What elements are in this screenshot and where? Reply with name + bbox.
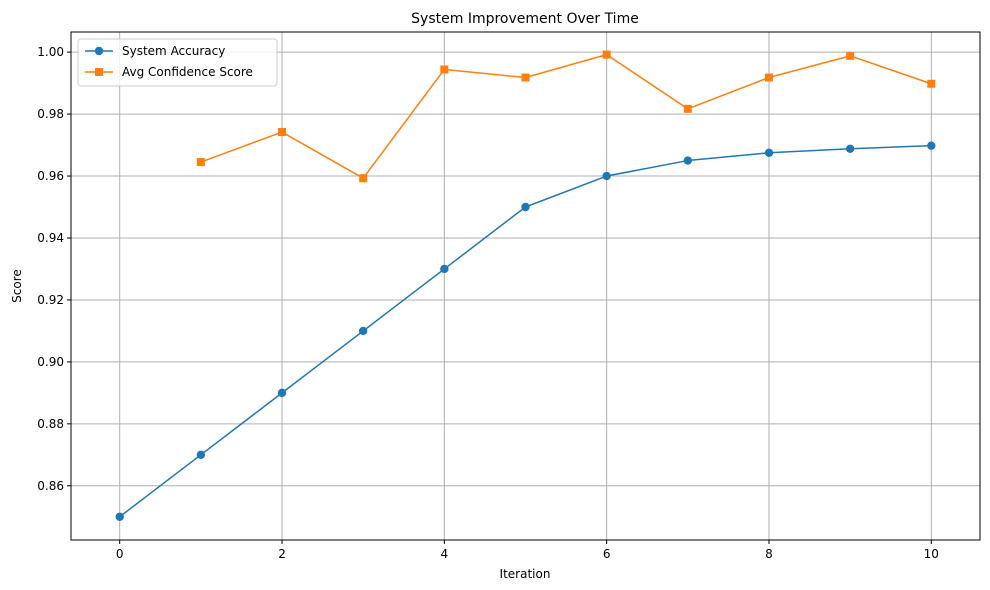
plot-frame: [70, 31, 981, 541]
y-tick-label: 1.00: [37, 45, 64, 59]
legend: System Accuracy Avg Confidence Score: [77, 38, 278, 87]
x-tick-label: 8: [765, 547, 773, 561]
legend-marker: [94, 46, 104, 56]
y-axis-ticks: 0.86 0.88 0.90 0.92 0.94 0.96 0.98 1.00: [37, 45, 71, 493]
data-point: [196, 158, 205, 167]
legend-label: System Accuracy: [122, 44, 225, 58]
x-tick-label: 6: [603, 547, 611, 561]
data-point: [440, 65, 449, 74]
data-point: [602, 50, 611, 59]
series-2: [196, 50, 936, 183]
data-point: [278, 128, 287, 137]
data-point: [359, 174, 368, 183]
data-point: [196, 450, 206, 460]
legend-box: [77, 38, 278, 87]
y-tick-label: 0.90: [37, 355, 64, 369]
data-point: [845, 144, 855, 153]
y-tick-label: 0.94: [37, 231, 64, 245]
data-point: [277, 388, 287, 398]
legend-marker: [95, 68, 103, 76]
x-tick-label: 10: [924, 547, 939, 561]
data-point: [521, 202, 530, 212]
y-tick-label: 0.96: [37, 169, 64, 183]
data-point: [927, 141, 936, 150]
grid-lines: [71, 32, 980, 540]
series-layer: [115, 50, 936, 521]
data-point: [602, 171, 611, 181]
legend-label: Avg Confidence Score: [122, 65, 253, 79]
data-point: [683, 156, 693, 165]
x-tick-label: 0: [116, 547, 124, 561]
data-point: [683, 104, 692, 113]
data-point: [764, 148, 774, 158]
x-tick-label: 4: [441, 547, 449, 561]
data-point: [846, 51, 855, 60]
legend-entry: System Accuracy: [85, 44, 225, 58]
y-axis-title: Score: [10, 269, 24, 303]
series-line: [200, 53, 932, 179]
data-point: [115, 512, 124, 521]
x-tick-label: 2: [278, 547, 286, 561]
y-tick-label: 0.98: [37, 107, 64, 121]
y-tick-label: 0.88: [37, 417, 64, 431]
data-point: [764, 73, 773, 82]
legend-entry: Avg Confidence Score: [85, 65, 253, 79]
y-tick-label: 0.92: [37, 293, 64, 307]
series-1: [115, 141, 936, 521]
x-axis-ticks: 0 2 4 6 8 10: [116, 540, 939, 561]
data-point: [358, 326, 368, 336]
data-point: [927, 79, 936, 88]
data-point: [521, 73, 530, 82]
data-point: [440, 264, 449, 274]
chart-title: System Improvement Over Time: [411, 11, 639, 27]
y-tick-label: 0.86: [37, 479, 64, 493]
x-axis-title: Iteration: [500, 567, 551, 581]
